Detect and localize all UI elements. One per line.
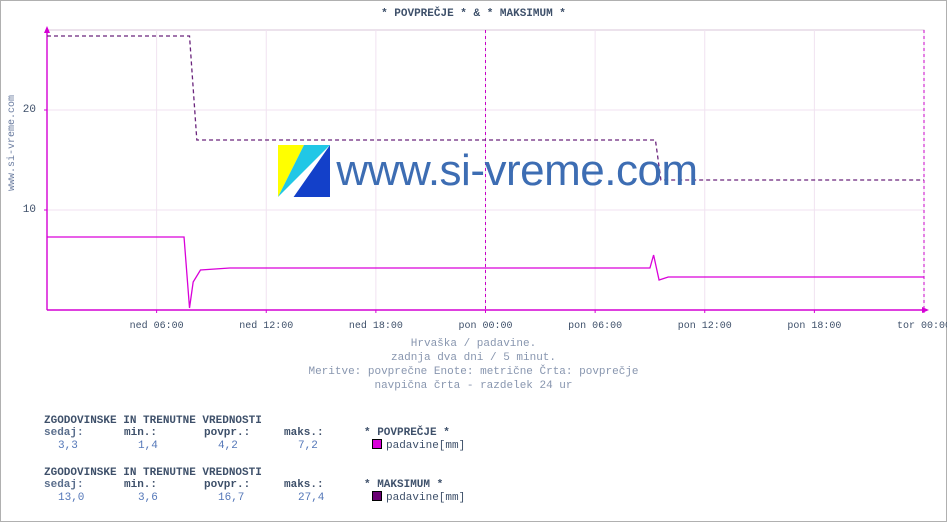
stats-block: ZGODOVINSKE IN TRENUTNE VREDNOSTIsedaj:m… xyxy=(44,467,924,504)
y-tick-label: 20 xyxy=(6,104,36,116)
stats-headers: sedaj:min.:povpr.:maks.:* MAKSIMUM * xyxy=(44,479,924,491)
x-tick-label: pon 00:00 xyxy=(456,321,516,332)
legend-swatch-icon xyxy=(372,491,382,501)
stats-value: 7,2 xyxy=(284,440,364,452)
stats-headers: sedaj:min.:povpr.:maks.:* POVPREČJE * xyxy=(44,427,924,439)
x-tick-label: ned 06:00 xyxy=(127,321,187,332)
series-label: * MAKSIMUM * xyxy=(364,479,443,491)
caption-line: zadnja dva dni / 5 minut. xyxy=(1,352,946,364)
series-unit: padavine[mm] xyxy=(386,440,465,452)
chart-plot xyxy=(44,26,932,316)
stats-value: 27,4 xyxy=(284,492,364,504)
stats-header: povpr.: xyxy=(204,427,284,439)
stats-value: 3,6 xyxy=(124,492,204,504)
stats-value: 16,7 xyxy=(204,492,284,504)
stats-header: min.: xyxy=(124,427,204,439)
x-tick-label: ned 12:00 xyxy=(236,321,296,332)
x-tick-label: ned 18:00 xyxy=(346,321,406,332)
stats-header: min.: xyxy=(124,479,204,491)
stats-values: 3,31,44,27,2 padavine[mm] xyxy=(44,439,924,452)
stats-block: ZGODOVINSKE IN TRENUTNE VREDNOSTIsedaj:m… xyxy=(44,415,924,452)
series-unit: padavine[mm] xyxy=(386,492,465,504)
y-tick-label: 10 xyxy=(6,204,36,216)
stats-header: sedaj: xyxy=(44,427,124,439)
caption-line: Hrvaška / padavine. xyxy=(1,338,946,350)
stats-header: maks.: xyxy=(284,427,364,439)
stats-header: maks.: xyxy=(284,479,364,491)
stats-value: 1,4 xyxy=(124,440,204,452)
caption-line: navpična črta - razdelek 24 ur xyxy=(1,380,946,392)
stats-value: 13,0 xyxy=(44,492,124,504)
stats-value: 4,2 xyxy=(204,440,284,452)
stats-header: sedaj: xyxy=(44,479,124,491)
caption-line: Meritve: povprečne Enote: metrične Črta:… xyxy=(1,366,946,378)
legend-swatch-icon xyxy=(372,439,382,449)
x-tick-label: pon 18:00 xyxy=(784,321,844,332)
stats-values: 13,03,616,727,4 padavine[mm] xyxy=(44,491,924,504)
x-tick-label: tor 00:00 xyxy=(894,321,947,332)
x-tick-label: pon 06:00 xyxy=(565,321,625,332)
stats-value: 3,3 xyxy=(44,440,124,452)
stats-header: povpr.: xyxy=(204,479,284,491)
chart-title: * POVPREČJE * & * MAKSIMUM * xyxy=(1,8,946,20)
stats-title: ZGODOVINSKE IN TRENUTNE VREDNOSTI xyxy=(44,467,924,479)
series-label: * POVPREČJE * xyxy=(364,427,450,439)
stats-title: ZGODOVINSKE IN TRENUTNE VREDNOSTI xyxy=(44,415,924,427)
x-tick-label: pon 12:00 xyxy=(675,321,735,332)
